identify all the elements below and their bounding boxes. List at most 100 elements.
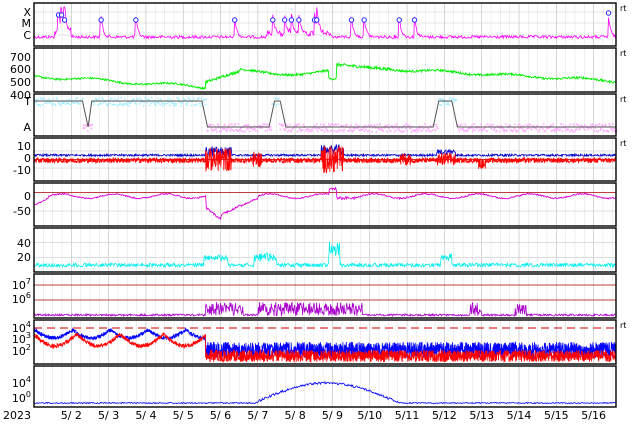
- y-tick-label: T: [23, 95, 31, 108]
- imf-point: [560, 123, 562, 125]
- imf-point: [66, 101, 69, 104]
- imf-point: [423, 126, 426, 129]
- imf-point: [595, 124, 597, 127]
- imf-point: [221, 126, 223, 129]
- imf-point: [131, 101, 133, 104]
- imf-point: [109, 102, 111, 105]
- imf-point: [286, 130, 289, 133]
- imf-point: [248, 124, 250, 127]
- imf-point: [95, 97, 97, 100]
- imf-point: [404, 127, 407, 130]
- imf-point: [198, 102, 201, 105]
- imf-point: [98, 97, 100, 100]
- imf-point: [181, 102, 184, 104]
- imf-point: [236, 130, 239, 133]
- imf-point: [40, 97, 43, 100]
- imf-point: [548, 127, 551, 129]
- imf-point: [613, 128, 615, 130]
- panel-frame-proton-flux: [33, 319, 617, 365]
- imf-point: [66, 102, 68, 105]
- imf-point: [46, 99, 49, 102]
- imf-point: [589, 126, 591, 129]
- imf-point: [559, 128, 561, 131]
- imf-point: [492, 123, 494, 126]
- imf-point: [110, 97, 113, 100]
- imf-point: [123, 103, 126, 106]
- imf-point: [283, 129, 286, 131]
- imf-point: [577, 124, 579, 126]
- imf-point: [121, 104, 123, 107]
- imf-sector-line: [34, 100, 616, 128]
- imf-point: [42, 99, 45, 101]
- imf-point: [516, 130, 518, 133]
- imf-point: [597, 130, 599, 132]
- imf-point: [106, 104, 108, 107]
- imf-point: [354, 127, 356, 130]
- imf-point: [251, 127, 253, 129]
- imf-point: [225, 128, 227, 131]
- imf-point: [425, 130, 428, 132]
- imf-point: [116, 99, 118, 102]
- imf-point: [169, 98, 172, 101]
- y-tick-labels: XMC700600500400TA100-100-504020107106104…: [10, 6, 31, 405]
- imf-point: [196, 98, 199, 101]
- series-layer: [33, 6, 618, 405]
- imf-point: [514, 128, 517, 131]
- imf-point: [245, 124, 247, 126]
- imf-point: [58, 101, 61, 104]
- imf-point: [553, 128, 555, 131]
- imf-point: [60, 104, 62, 106]
- imf-point: [269, 126, 272, 128]
- imf-point: [69, 103, 72, 106]
- imf-point: [575, 123, 578, 126]
- imf-point: [111, 103, 114, 106]
- imf-point: [154, 104, 157, 107]
- panel-rt-label: rt: [620, 321, 626, 330]
- imf-point: [265, 123, 267, 126]
- x-tick-label: 5/ 2: [61, 409, 82, 422]
- imf-point: [39, 104, 41, 107]
- imf-point: [457, 128, 460, 130]
- imf-point: [375, 130, 378, 133]
- flare-marker: [61, 17, 68, 23]
- imf-point: [507, 126, 509, 129]
- imf-point: [301, 129, 304, 131]
- imf-point: [157, 97, 159, 100]
- imf-point: [438, 98, 441, 100]
- flare-marker: [605, 10, 612, 16]
- imf-point: [237, 123, 240, 125]
- imf-point: [607, 130, 610, 133]
- imf-point: [441, 98, 443, 100]
- imf-point: [471, 130, 474, 132]
- imf-point: [495, 130, 497, 133]
- imf-point: [48, 98, 50, 100]
- imf-point: [79, 103, 82, 105]
- imf-point: [252, 129, 255, 131]
- imf-point: [292, 128, 294, 130]
- imf-point: [136, 97, 139, 100]
- flare-marker: [270, 17, 276, 23]
- imf-point: [451, 97, 454, 100]
- imf-point: [230, 123, 233, 126]
- imf-point: [604, 123, 607, 126]
- imf-point: [90, 127, 93, 130]
- imf-point: [151, 97, 153, 99]
- imf-point: [339, 129, 341, 132]
- imf-point: [277, 97, 280, 100]
- imf-point: [348, 130, 350, 133]
- imf-point: [290, 130, 293, 133]
- imf-point: [97, 103, 100, 106]
- imf-point: [83, 124, 85, 127]
- x-tick-label: 5/ 6: [210, 409, 231, 422]
- imf-point: [377, 127, 379, 129]
- proton-series-2: [33, 332, 617, 364]
- imf-point: [400, 130, 402, 133]
- imf-point: [133, 97, 135, 100]
- imf-point: [379, 123, 382, 126]
- imf-point: [429, 125, 432, 127]
- imf-point: [389, 130, 392, 132]
- imf-point: [76, 97, 79, 99]
- panel-frames: rt rt rt rt rt: [33, 2, 626, 408]
- imf-point: [72, 102, 75, 104]
